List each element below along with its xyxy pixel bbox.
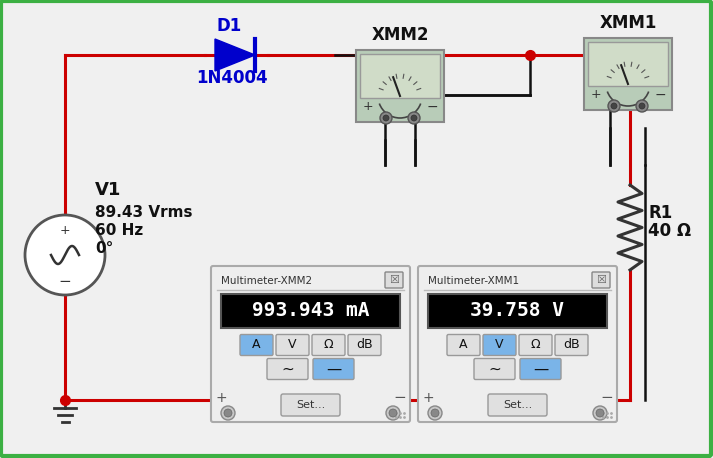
Circle shape [636, 100, 648, 112]
Text: ☒: ☒ [389, 275, 399, 285]
Text: Ω: Ω [530, 338, 540, 351]
Text: —: — [533, 361, 548, 376]
FancyBboxPatch shape [519, 334, 552, 355]
FancyBboxPatch shape [447, 334, 480, 355]
Circle shape [25, 215, 105, 295]
Text: +: + [590, 88, 601, 102]
Text: Multimeter-XMM2: Multimeter-XMM2 [221, 276, 312, 286]
FancyBboxPatch shape [313, 359, 354, 380]
Text: −: − [655, 88, 666, 102]
Text: 993.943 mA: 993.943 mA [252, 301, 369, 321]
Text: ∼: ∼ [281, 361, 294, 376]
Circle shape [389, 409, 397, 417]
Text: +: + [422, 391, 434, 405]
Text: —: — [326, 361, 341, 376]
Text: A: A [252, 338, 261, 351]
Circle shape [386, 406, 400, 420]
FancyBboxPatch shape [312, 334, 345, 355]
Text: −: − [600, 391, 613, 405]
Text: −: − [394, 391, 406, 405]
Text: Set...: Set... [503, 400, 532, 410]
Text: ☒: ☒ [596, 275, 606, 285]
Text: 60 Hz: 60 Hz [95, 223, 143, 238]
Text: ∼: ∼ [488, 361, 501, 376]
FancyBboxPatch shape [348, 334, 381, 355]
FancyBboxPatch shape [267, 359, 308, 380]
Bar [221, 294, 400, 328]
Circle shape [408, 112, 420, 124]
Text: +: + [363, 100, 374, 114]
FancyBboxPatch shape [240, 334, 273, 355]
Circle shape [221, 406, 235, 420]
Text: XMM1: XMM1 [600, 14, 657, 32]
Text: 40 Ω: 40 Ω [648, 222, 691, 240]
Text: R1: R1 [648, 203, 672, 222]
FancyBboxPatch shape [276, 334, 309, 355]
FancyBboxPatch shape [356, 50, 444, 122]
FancyBboxPatch shape [520, 359, 561, 380]
FancyBboxPatch shape [385, 272, 403, 288]
Text: D1: D1 [216, 17, 242, 35]
Text: V: V [288, 338, 297, 351]
FancyBboxPatch shape [592, 272, 610, 288]
FancyBboxPatch shape [360, 54, 440, 98]
Text: A: A [459, 338, 468, 351]
Text: 39.758 V: 39.758 V [471, 301, 565, 321]
Text: +: + [60, 224, 71, 238]
Bar [428, 294, 607, 328]
FancyBboxPatch shape [281, 394, 340, 416]
FancyBboxPatch shape [588, 42, 668, 86]
Circle shape [380, 112, 392, 124]
Text: dB: dB [563, 338, 580, 351]
Text: V: V [496, 338, 504, 351]
Text: −: − [426, 100, 438, 114]
Text: Multimeter-XMM1: Multimeter-XMM1 [428, 276, 519, 286]
Circle shape [593, 406, 607, 420]
FancyBboxPatch shape [483, 334, 516, 355]
FancyBboxPatch shape [488, 394, 547, 416]
Text: −: − [58, 273, 71, 289]
Circle shape [639, 103, 645, 109]
Text: V1: V1 [95, 181, 121, 199]
Circle shape [608, 100, 620, 112]
Circle shape [383, 115, 389, 121]
Text: +: + [215, 391, 227, 405]
Text: Set...: Set... [296, 400, 325, 410]
FancyBboxPatch shape [418, 266, 617, 422]
Text: dB: dB [356, 338, 373, 351]
Circle shape [411, 115, 417, 121]
Text: 89.43 Vrms: 89.43 Vrms [95, 205, 193, 220]
Text: 1N4004: 1N4004 [196, 69, 268, 87]
Circle shape [224, 409, 232, 417]
Text: Ω: Ω [324, 338, 333, 351]
Circle shape [431, 409, 439, 417]
FancyBboxPatch shape [555, 334, 588, 355]
Text: 0°: 0° [95, 241, 113, 256]
FancyBboxPatch shape [584, 38, 672, 110]
FancyBboxPatch shape [474, 359, 515, 380]
FancyBboxPatch shape [211, 266, 410, 422]
Circle shape [611, 103, 617, 109]
Circle shape [428, 406, 442, 420]
Text: XMM2: XMM2 [371, 26, 429, 44]
Circle shape [596, 409, 604, 417]
Polygon shape [215, 39, 255, 71]
